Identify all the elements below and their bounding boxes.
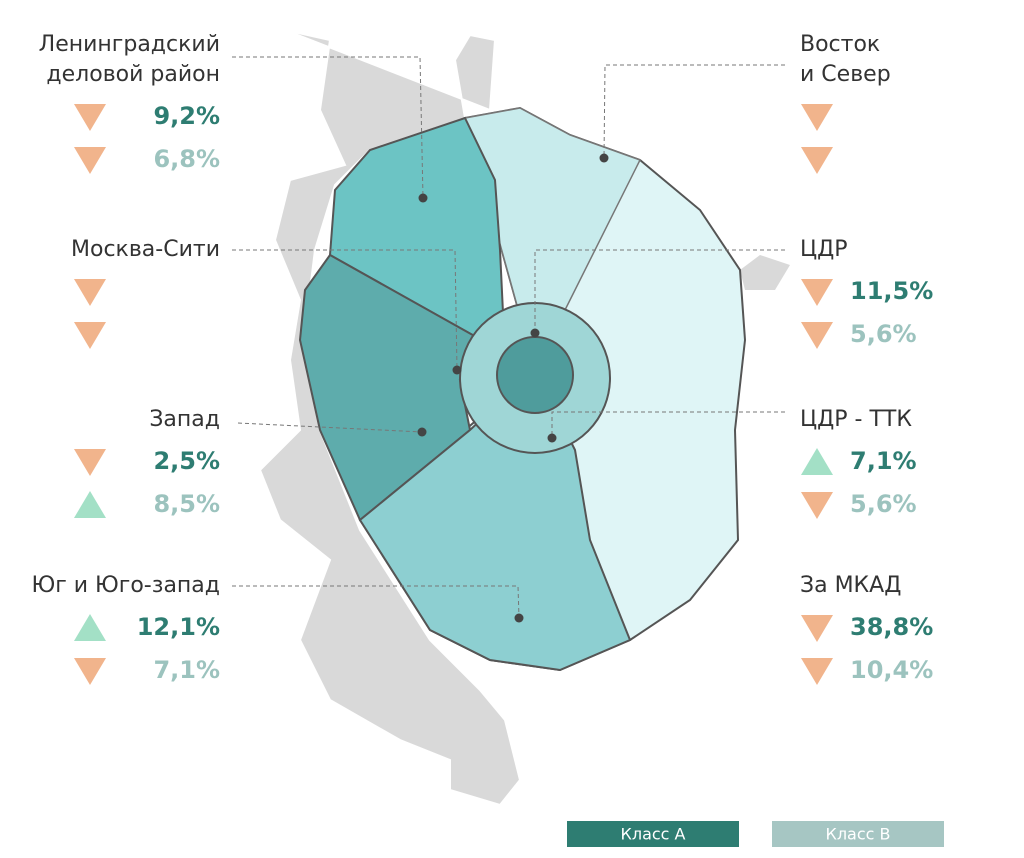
dot	[418, 193, 428, 203]
dot	[417, 427, 427, 437]
share-value: 5,6%	[850, 320, 917, 348]
trend-down	[801, 492, 833, 519]
trend-down	[801, 104, 833, 131]
region-name: Ленинградский	[39, 32, 220, 57]
east-outer	[740, 255, 790, 290]
legend-swatch-a	[567, 821, 739, 847]
trend-down	[801, 147, 833, 174]
legend-swatch-b	[772, 821, 944, 847]
trend-up	[74, 614, 106, 641]
region-name: деловой район	[46, 62, 220, 87]
trend-down	[74, 104, 106, 131]
region-name: Юг и Юго-запад	[31, 573, 220, 598]
region-labels: Ленинградский деловой район 9,2% 6,8% Москва…	[31, 32, 933, 685]
share-value: 38,8%	[850, 613, 933, 641]
region-name: Запад	[149, 407, 220, 432]
leader-line	[551, 411, 785, 438]
leader-line	[232, 56, 424, 199]
region-name: ЦДР - ТТК	[800, 407, 912, 432]
trend-down	[801, 279, 833, 306]
share-value: 6,8%	[153, 145, 220, 173]
trend-down	[74, 322, 106, 349]
share-value: 5,6%	[850, 490, 917, 518]
trend-down	[74, 147, 106, 174]
share-value: 8,5%	[153, 490, 220, 518]
share-value: 10,4%	[850, 656, 933, 684]
share-value: 7,1%	[153, 656, 220, 684]
leader-line	[603, 64, 785, 159]
dot	[530, 328, 540, 338]
leader-line	[232, 249, 458, 371]
region-name: ЦДР	[800, 237, 848, 262]
region-name: Москва-Сити	[71, 237, 220, 262]
share-value: 12,1%	[137, 613, 220, 641]
leader-line	[237, 422, 423, 433]
trend-up	[801, 448, 833, 475]
region-name: Восток	[800, 32, 880, 57]
leaders	[232, 56, 785, 619]
trend-down	[74, 449, 106, 476]
legend-label: Класс А	[620, 825, 685, 844]
trend-up	[74, 491, 106, 518]
center	[496, 336, 574, 414]
trend-down	[801, 322, 833, 349]
share-value: 9,2%	[153, 102, 220, 130]
share-value: 11,5%	[850, 277, 933, 305]
dot	[514, 613, 524, 623]
map	[258, 29, 790, 807]
legend-label: Класс В	[825, 825, 890, 844]
dot	[599, 153, 609, 163]
trend-down	[74, 279, 106, 306]
dot	[452, 365, 462, 375]
region-name: За МКАД	[800, 573, 901, 598]
dot	[547, 433, 557, 443]
legend: Класс А Класс В	[567, 821, 944, 847]
dots	[417, 153, 609, 623]
share-value: 7,1%	[850, 447, 917, 475]
region-name: и Север	[800, 62, 891, 87]
trend-down	[801, 658, 833, 685]
share-value: 2,5%	[153, 447, 220, 475]
trend-down	[74, 658, 106, 685]
trend-down	[801, 615, 833, 642]
